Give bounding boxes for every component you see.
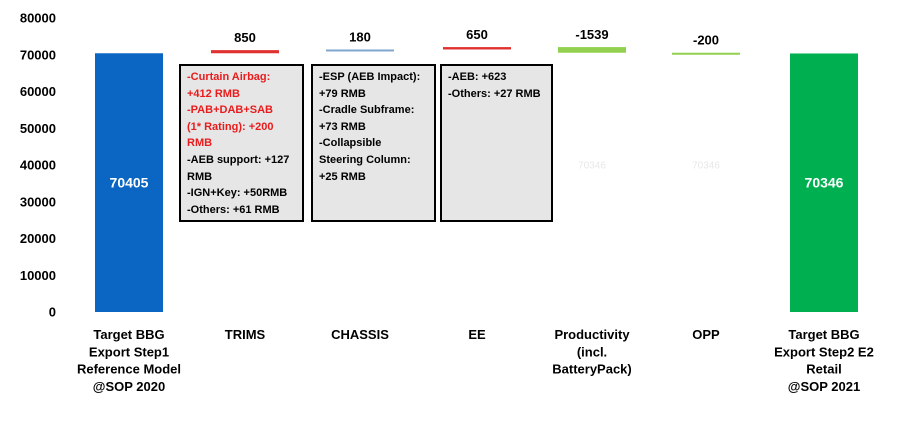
y-tick-label: 80000	[20, 11, 56, 26]
bar-value-label: -1539	[575, 27, 608, 42]
y-tick-label: 10000	[20, 268, 56, 283]
bar-value-label: 180	[349, 29, 371, 44]
y-tick-label: 20000	[20, 231, 56, 246]
bar	[672, 52, 740, 55]
bars	[95, 47, 858, 312]
y-axis: 0 10000 20000 30000 40000 50000 60000 70000 8000…	[20, 11, 56, 320]
bar-value-label: 70346	[805, 175, 844, 191]
annotation-line: -AEB: +623	[448, 71, 507, 83]
bar-value-label: -200	[693, 33, 719, 48]
bar-value-label: 70405	[110, 175, 149, 191]
annotation-line: -Others: +27 RMB	[448, 87, 541, 100]
bar	[790, 53, 858, 312]
y-tick-label: 50000	[20, 121, 56, 136]
category-label: CHASSIS	[331, 327, 389, 342]
annotation-line: -AEB support: +127	[187, 153, 290, 166]
bar	[443, 47, 511, 50]
y-tick-label: 60000	[20, 84, 56, 99]
annotation-line: -Collapsible	[319, 137, 382, 150]
category-label: OPP	[692, 327, 720, 342]
annotation-line: -Cradle Subframe:	[319, 104, 415, 117]
annotation-line: -Curtain Airbag:	[187, 71, 271, 83]
category-label: Productivity (incl. BatteryPack)	[552, 327, 632, 377]
bar-value-label: 850	[234, 30, 256, 45]
annotation-box-ee: -AEB: +623 -Others: +27 RMB	[440, 64, 553, 222]
category-label: Target BBG Export Step2 E2 Retail @SOP 2021	[774, 327, 874, 394]
y-tick-label: 40000	[20, 158, 56, 173]
annotation-line: RMB	[187, 137, 213, 150]
annotation-line: RMB	[187, 170, 213, 183]
faint-value-label: 70346	[578, 161, 606, 172]
category-labels: Target BBG Export Step1 Reference Model @SO…	[77, 327, 874, 394]
annotation-line: -Others: +61 RMB	[187, 203, 280, 216]
annotation-line: +73 RMB	[319, 120, 366, 133]
annotation-line: +25 RMB	[319, 170, 366, 183]
category-label: EE	[468, 327, 486, 342]
y-tick-label: 0	[49, 305, 56, 320]
annotation-box-trims: -Curtain Airbag: +412 RMB -PAB+DAB+SAB (1* …	[179, 64, 304, 222]
bar	[326, 49, 394, 52]
annotation-line: (1* Rating): +200	[187, 120, 274, 133]
category-label: Target BBG Export Step1 Reference Model @SO…	[77, 327, 181, 394]
annotation-line: -PAB+DAB+SAB	[187, 104, 273, 117]
y-tick-label: 70000	[20, 47, 56, 62]
faint-value-label: 70346	[692, 161, 720, 172]
bar-value-label: 650	[466, 27, 488, 42]
annotation-line: +79 RMB	[319, 87, 366, 100]
annotation-line: -IGN+Key: +50RMB	[187, 187, 288, 200]
category-label: TRIMS	[225, 327, 266, 342]
annotation-box-chassis: -ESP (AEB Impact): +79 RMB -Cradle Subfram…	[311, 64, 436, 222]
annotation-line: Steering Column:	[319, 153, 411, 166]
bar	[95, 53, 163, 312]
y-tick-label: 30000	[20, 194, 56, 209]
annotation-line: +412 RMB	[187, 87, 240, 100]
bar	[211, 50, 279, 54]
data-labels: 70405 850 180 650 -1539 70346 -200 70346 70346	[110, 27, 844, 191]
annotation-line: -ESP (AEB Impact):	[319, 71, 421, 83]
bar	[558, 47, 626, 53]
